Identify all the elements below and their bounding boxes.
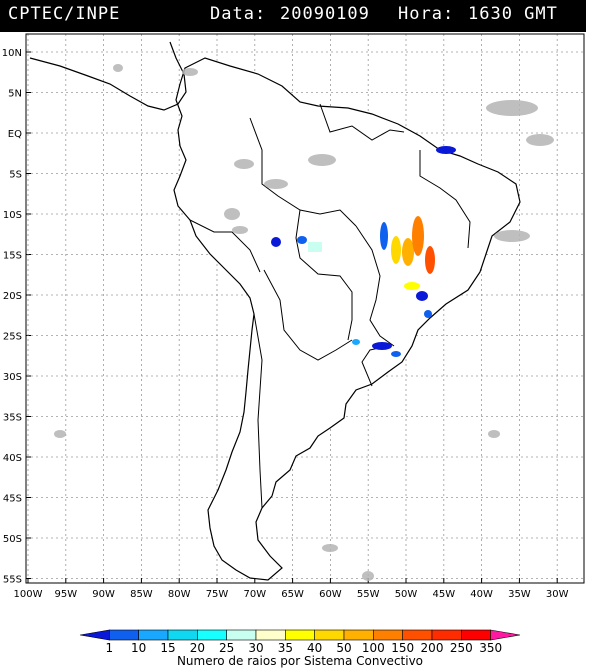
lat-label: 45S [3, 494, 22, 505]
lightning-systems [271, 146, 456, 357]
lat-label: 55S [3, 575, 22, 586]
legend-title: Numero de raios por Sistema Convectivo [177, 654, 423, 668]
lon-label: 35W [508, 589, 531, 600]
south-america-outline [173, 57, 521, 581]
legend-value: 150 [391, 641, 414, 655]
date-value: 20090109 [280, 4, 370, 24]
legend-value: 200 [421, 641, 444, 655]
source-label: CPTEC/INPE [8, 4, 121, 24]
legend-value: 1 [106, 641, 114, 655]
time-value: 1630 GMT [468, 4, 558, 24]
lat-label: 25S [3, 332, 22, 343]
cloud-patches [54, 64, 554, 581]
legend-swatch [343, 629, 374, 641]
lon-label: 95W [54, 589, 77, 600]
legend-swatch [402, 629, 433, 641]
legend-swatch [314, 629, 345, 641]
lat-label: 30S [3, 372, 22, 383]
lon-label: 90W [92, 589, 115, 600]
lat-label: 50S [3, 534, 22, 545]
lon-label: 85W [130, 589, 153, 600]
lat-label: 5S [9, 170, 22, 181]
lon-label: 75W [206, 589, 229, 600]
legend-value: 350 [479, 641, 502, 655]
legend-value: 30 [248, 641, 263, 655]
map-header: CPTEC/INPE Data: 20090109 Hora: 1630 GMT [0, 0, 586, 32]
lon-label: 55W [357, 589, 380, 600]
lon-label: 50W [395, 589, 418, 600]
legend-value: 40 [307, 641, 322, 655]
legend-swatch [431, 629, 462, 641]
legend-swatch [109, 629, 139, 641]
lat-label: 5N [8, 89, 22, 100]
legend-color-bar [79, 629, 521, 641]
legend-value: 35 [278, 641, 293, 655]
legend-value: 25 [219, 641, 234, 655]
legend-swatch [373, 629, 403, 641]
lat-label: 40S [3, 453, 22, 464]
lon-label: 60W [319, 589, 342, 600]
lat-label: EQ [8, 129, 22, 140]
date-label: Data: [210, 4, 267, 24]
legend-swatch [197, 629, 227, 641]
legend-value: 250 [450, 641, 473, 655]
legend-value: 10 [131, 641, 146, 655]
lightning-map: 10N5NEQ5S10S15S20S25S30S35S40S45S50S55S … [2, 33, 585, 600]
lat-label: 10N [2, 48, 22, 59]
legend-values: 1 10 15 20 25 30 35 40 50 100 150 200 250 350 [106, 641, 503, 655]
lon-label: 80W [168, 589, 191, 600]
longitude-labels: 100W 95W 90W 85W 80W 75W 70W 65W 60W 55W 50W 45W 40W… [14, 589, 569, 600]
time-label: Hora: [398, 4, 455, 24]
legend-value: 100 [362, 641, 385, 655]
lon-label: 65W [281, 589, 304, 600]
legend-swatch [167, 629, 198, 641]
legend-swatch [138, 629, 169, 641]
lon-label: 70W [243, 589, 266, 600]
legend-value: 50 [336, 641, 351, 655]
lon-label: 100W [14, 589, 43, 600]
legend-swatch [285, 629, 315, 641]
lat-label: 10S [3, 210, 22, 221]
lat-label: 35S [3, 413, 22, 424]
lat-label: 15S [3, 251, 22, 262]
legend-swatch [461, 629, 491, 641]
lon-label: 45W [432, 589, 455, 600]
lon-label: 40W [470, 589, 493, 600]
latitude-labels: 10N 5N EQ 5S 10S 15S 20S 25S 30S 35S 40S 45S 50S 55S [2, 48, 22, 586]
legend-swatch [79, 629, 110, 641]
lat-label: 20S [3, 291, 22, 302]
lon-label: 30W [546, 589, 569, 600]
legend-value: 15 [160, 641, 175, 655]
legend-value: 20 [190, 641, 205, 655]
legend-swatch [226, 629, 257, 641]
legend: 1 10 15 20 25 30 35 40 50 100 150 200 250 350 Numero … [79, 629, 521, 668]
country-borders [189, 103, 471, 509]
legend-swatch [255, 629, 286, 641]
legend-swatch [490, 629, 521, 641]
map-frame [25, 33, 585, 584]
